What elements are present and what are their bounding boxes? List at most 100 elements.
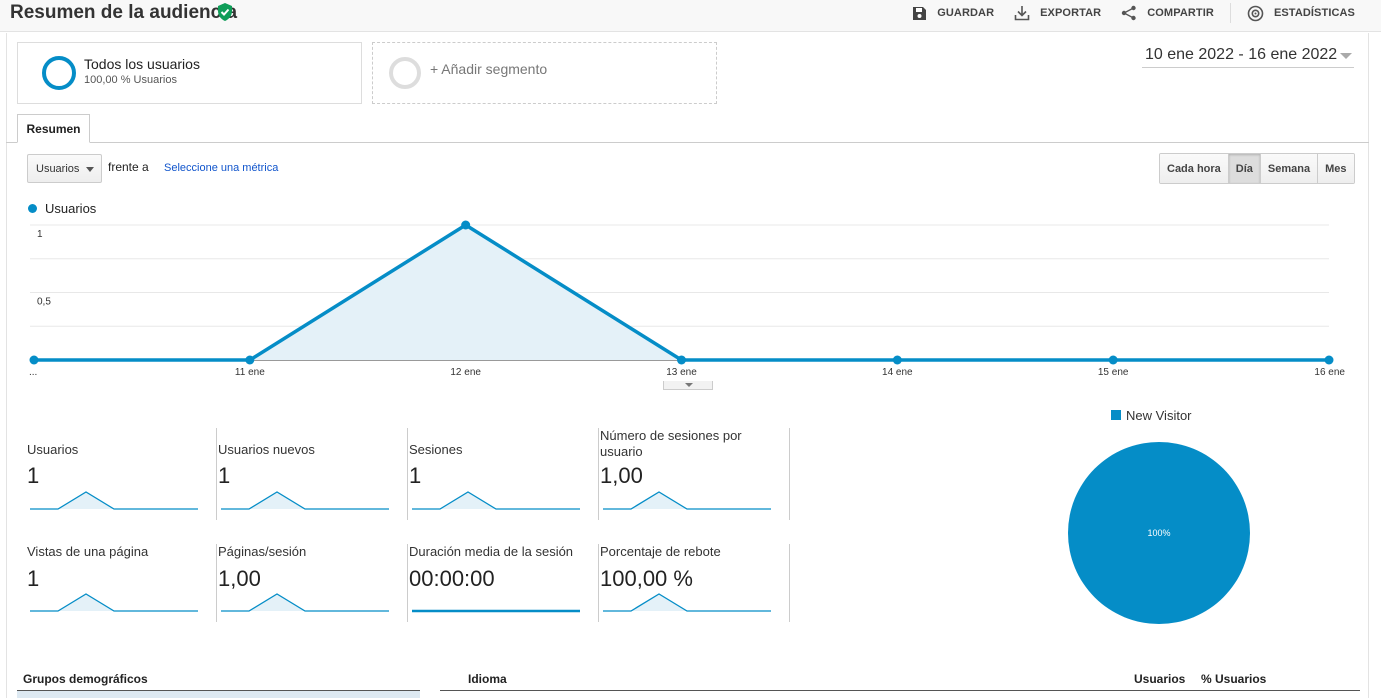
metric-divider	[407, 428, 408, 520]
tab-divider	[6, 142, 1369, 143]
sparkline-area	[221, 594, 389, 611]
col-users-header[interactable]: Usuarios	[1134, 672, 1186, 686]
series-area	[34, 225, 1329, 360]
tab-resumen[interactable]: Resumen	[17, 114, 90, 143]
verified-shield-icon	[218, 3, 232, 21]
metric-value: 00:00:00	[409, 566, 495, 591]
page-title: Resumen de la audiencia	[10, 2, 238, 23]
metric-sparkline	[221, 593, 389, 612]
language-title: Idioma	[468, 672, 507, 686]
metric-select-value: Usuarios	[36, 163, 80, 175]
data-point[interactable]	[245, 355, 255, 365]
metric-label: Páginas/sesión	[218, 544, 307, 559]
legend-usuarios: Usuarios	[45, 201, 97, 216]
select-metric-link[interactable]: Seleccione una métrica	[164, 162, 279, 174]
date-range-picker[interactable]: 10 ene 2022 - 16 ene 2022	[1142, 42, 1354, 68]
metric-divider	[598, 544, 599, 622]
visitor-type-pie-chart: 100%	[1068, 442, 1250, 624]
metric-sparkline	[603, 593, 771, 612]
metric-select[interactable]: Usuarios	[27, 154, 102, 183]
save-button[interactable]: GUARDAR	[912, 6, 994, 21]
metric-card[interactable]: Duración media de la sesión 00:00:00	[409, 544, 599, 634]
export-label: EXPORTAR	[1040, 7, 1102, 19]
sparkline-area	[221, 492, 389, 509]
metric-card[interactable]: Páginas/sesión 1,00	[218, 544, 408, 634]
versus-label: frente a	[108, 160, 149, 174]
metric-label: Vistas de una página	[27, 544, 149, 559]
sparkline-line	[30, 491, 198, 510]
header-actions: GUARDAR EXPORTAR COMPARTIR ESTADÍSTICAS	[892, 3, 1355, 23]
data-point[interactable]	[461, 220, 471, 230]
metric-sparkline	[603, 491, 771, 510]
metric-label: Usuarios nuevos	[218, 442, 315, 457]
metric-card[interactable]: Vistas de una página 1	[27, 544, 217, 634]
sparkline-area	[30, 594, 198, 611]
share-label: COMPARTIR	[1147, 7, 1214, 19]
metric-label: Porcentaje de rebote	[600, 544, 721, 559]
x-tick-label: 12 ene	[450, 367, 481, 378]
metric-divider	[789, 544, 790, 622]
metric-label: Número de sesiones por usuario	[600, 428, 742, 459]
data-point[interactable]	[892, 355, 902, 365]
content-frame	[6, 33, 1369, 698]
pie-slice[interactable]	[1068, 442, 1250, 624]
metric-sparkline	[412, 609, 580, 613]
actions-divider	[1229, 3, 1231, 23]
save-icon	[913, 6, 927, 20]
metric-card[interactable]: Usuarios nuevos 1	[218, 428, 408, 520]
sparkline-line	[603, 491, 771, 510]
granularity-week-button[interactable]: Semana	[1259, 154, 1318, 183]
metric-card[interactable]: Usuarios 1	[27, 428, 217, 520]
metric-card[interactable]: Porcentaje de rebote 100,00 %	[600, 544, 790, 634]
collapse-chart-toggle[interactable]	[663, 381, 713, 390]
data-point[interactable]	[677, 355, 686, 365]
demographics-highlight-row[interactable]	[17, 691, 420, 698]
granularity-hourly-button[interactable]: Cada hora	[1160, 154, 1228, 183]
demographics-title: Grupos demográficos	[23, 672, 148, 686]
segment-ring-icon	[42, 56, 76, 90]
x-tick-label: 11 ene	[235, 367, 265, 378]
metric-card[interactable]: Número de sesiones por usuario 1,00	[600, 428, 790, 520]
metric-divider	[598, 428, 599, 520]
sparkline-line	[412, 491, 580, 510]
insights-button[interactable]: ESTADÍSTICAS	[1247, 5, 1355, 22]
export-button[interactable]: EXPORTAR	[1014, 5, 1101, 21]
data-point[interactable]	[29, 355, 39, 365]
download-icon	[1014, 6, 1030, 21]
empty-segment-ring-icon	[389, 57, 421, 89]
users-line-chart: 1 0,5... 11 ene 12 ene 13 ene 14 ene 15 ene 16 …	[29, 220, 1345, 378]
pie-slice-label: 100%	[1147, 528, 1170, 538]
y-tick-label: 0,5	[37, 297, 51, 308]
metric-sparkline	[221, 491, 389, 510]
metric-sparkline	[30, 491, 198, 510]
add-segment-button[interactable]: + Añadir segmento	[372, 42, 717, 104]
pie-legend-new-visitor: New Visitor	[1126, 408, 1192, 423]
sparkline-line	[603, 593, 771, 612]
sparkline-area	[412, 492, 580, 509]
metric-sparkline	[30, 593, 198, 612]
metric-sparkline	[412, 491, 580, 510]
sparkline-line	[30, 593, 198, 612]
caret-down-icon	[685, 383, 693, 387]
granularity-month-button[interactable]: Mes	[1317, 154, 1354, 183]
granularity-day-button[interactable]: Día	[1227, 154, 1260, 183]
language-divider	[440, 690, 1360, 691]
segment-title: Todos los usuarios	[84, 56, 200, 72]
y-tick-label: 1	[37, 229, 43, 240]
sparkline-line	[221, 593, 389, 612]
metric-value: 1	[218, 463, 231, 488]
segment-all-users[interactable]: Todos los usuarios 100,00 % Usuarios	[17, 42, 362, 104]
metric-value: 100,00 %	[600, 566, 693, 591]
sparkline-line	[221, 491, 389, 510]
data-point[interactable]	[1108, 355, 1118, 365]
save-label: GUARDAR	[937, 7, 995, 19]
metric-card[interactable]: Sesiones 1	[409, 428, 599, 520]
x-tick-label: 15 ene	[1098, 367, 1129, 378]
legend-dot	[28, 204, 37, 213]
share-button[interactable]: COMPARTIR	[1121, 5, 1214, 21]
metric-label: Usuarios	[27, 442, 79, 457]
col-users-pct-header[interactable]: % Usuarios	[1201, 672, 1267, 686]
data-point[interactable]	[1324, 355, 1334, 365]
metric-value: 1,00	[600, 463, 643, 488]
insights-label: ESTADÍSTICAS	[1273, 7, 1355, 19]
